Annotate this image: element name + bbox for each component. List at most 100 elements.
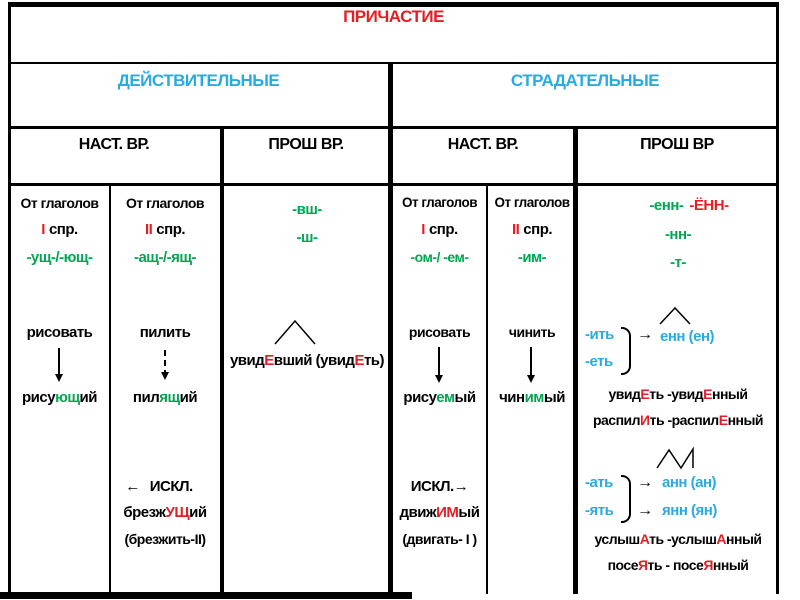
col-divider-active-passive [388, 62, 393, 594]
ppast-example-2: распилИть -распилЕнный [580, 412, 776, 428]
vowel-segment: А [716, 531, 727, 547]
vowel-segment: Я [637, 557, 648, 573]
ap1-example-verb: рисовать [26, 324, 93, 341]
conjugation-word: спр. [48, 221, 78, 238]
text-segment: ый [543, 389, 566, 406]
text-segment: нный [712, 386, 748, 402]
ppast-rule2-result-2: янн (ян) [662, 502, 717, 519]
vowel-segment: Е [703, 386, 712, 402]
text-segment: ий [189, 504, 207, 521]
text-segment: нный [726, 531, 762, 547]
row-divider-voice [8, 126, 779, 129]
col-divider-2-3 [220, 126, 224, 594]
ppast-example-1: увидЕть -увидЕнный [580, 386, 776, 402]
pp1-from-verbs: От глаголов [401, 195, 478, 210]
header-passive: СТРАДАТЕЛЬНЫЕ [510, 71, 660, 90]
ppast-rule1-ending-1: -ить [585, 326, 614, 343]
vowel-segment: А [639, 531, 650, 547]
text-segment: ий [179, 389, 198, 406]
text-segment: чин [499, 389, 525, 406]
text-segment: увид [229, 352, 265, 369]
text-segment: нный [712, 557, 749, 573]
ap1-suffixes: -ущ-/-ющ- [26, 249, 93, 266]
ppast-suffix-line-2: -нн- [664, 226, 692, 243]
table-border-right [776, 2, 779, 594]
pp2-from-verbs: От глаголов [494, 195, 570, 210]
pp1-participle: рисуемый [394, 389, 485, 406]
ppast-rule2-ending-2: -ять [585, 502, 614, 519]
table-border-top [8, 2, 779, 7]
vowel-segment: И [640, 412, 650, 428]
ap2-exception-note: (брезжить-II) [124, 531, 206, 547]
right-arrow-icon: → [637, 474, 653, 491]
text-segment: распил [592, 412, 641, 428]
col-divider-5-6 [573, 126, 578, 594]
suffix-segment: ем [436, 389, 455, 406]
down-arrow-dashed-icon [161, 350, 169, 380]
zigzag-icon [656, 446, 694, 470]
bottom-black-bar [0, 592, 412, 599]
text-segment: ть) [363, 352, 385, 369]
ap2-conjugation: II спр. [112, 221, 218, 238]
suffix-segment: им [524, 389, 545, 406]
down-arrow-icon [55, 348, 63, 382]
ap2-exception-label: ← ИСКЛ. [100, 478, 218, 495]
vowel-segment: Е [718, 412, 728, 428]
ppast-rule2-ending-1: -ать [585, 474, 613, 491]
conjugation-numeral: II [144, 221, 153, 238]
vowel-segment: Е [354, 352, 364, 369]
row-divider-tense [8, 183, 779, 186]
apast-suffix-1: -вш- [292, 201, 322, 218]
table-border-left [8, 2, 11, 594]
down-arrow-icon [435, 347, 443, 383]
bracket-icon [621, 327, 631, 375]
ap2-exception-word: брезжУЩий [112, 504, 218, 521]
ppast-example-3: услышАть -услышАнный [580, 531, 776, 547]
col-divider-4-5 [486, 183, 488, 594]
ap2-suffixes: -ащ-/-ящ- [133, 249, 197, 266]
pp2-example-verb: чинить [508, 324, 556, 340]
ppast-rule1-result: енн (ен) [660, 328, 715, 345]
left-arrow-icon: ← [125, 478, 140, 495]
vowel-segment: Я [703, 557, 713, 573]
header-active-past: ПРОШ ВР. [268, 136, 344, 153]
bracket-icon [621, 475, 631, 523]
page-title: ПРИЧАСТИЕ [343, 7, 444, 26]
ap2-example-verb: пилить [139, 324, 191, 341]
header-passive-past: ПРОШ ВР [640, 136, 714, 153]
pp1-suffixes: -ом-/ -ем- [410, 249, 469, 265]
pp1-exception-note: (двигать- I ) [402, 531, 477, 547]
right-arrow-icon: → [453, 478, 469, 495]
right-arrow-icon: → [637, 326, 653, 343]
text-segment: посе [607, 557, 639, 573]
text-segment: рису [22, 389, 56, 406]
text-segment: движ [399, 504, 437, 521]
apast-suffix-2: -ш- [296, 229, 319, 246]
apast-example: увидЕвший (увидЕть) [226, 352, 388, 369]
ppast-rule1-ending-2: -еть [585, 353, 613, 370]
text-segment: нный [727, 412, 764, 428]
ppast-suffix-line-1: -енн- -ЁНН- [580, 197, 776, 214]
vowel-segment: Е [264, 352, 274, 369]
text-segment: ть -распил [649, 412, 720, 428]
ap2-from-verbs: От глаголов [125, 195, 205, 211]
header-active: ДЕЙСТВИТЕЛЬНЫЕ [117, 71, 280, 90]
text-segment: ть -услыш [649, 531, 717, 547]
text-segment: брезж [123, 504, 166, 521]
suffix-caret-icon [274, 319, 316, 345]
ppast-suffix-line-3: -т- [670, 254, 686, 271]
conjugation-word: спр. [523, 221, 553, 238]
text-segment: ый [454, 389, 477, 406]
vowel-segment: Е [640, 386, 650, 402]
header-active-present: НАСТ. ВР. [78, 136, 150, 153]
conjugation-numeral: II [511, 221, 520, 238]
text-segment: ть - посе [647, 557, 704, 573]
text-segment: вший (увид [273, 352, 355, 369]
text-segment: пил [132, 389, 160, 406]
pp2-participle: чинимый [490, 389, 574, 406]
suffix-segment: -ЁНН- [689, 197, 729, 214]
suffix-segment: ющ [55, 389, 80, 406]
